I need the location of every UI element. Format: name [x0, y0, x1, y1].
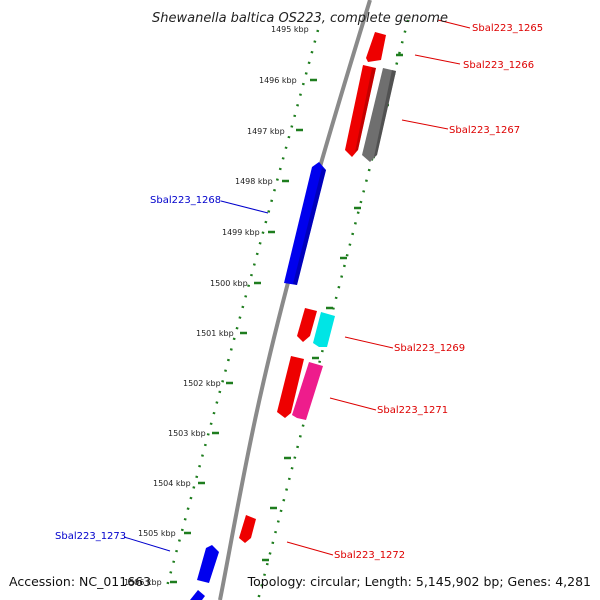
tick-track-inner — [164, 29, 320, 591]
map-title: Shewanella baltica OS223, complete genom… — [152, 11, 448, 26]
gene-label-sbal223-1271[interactable]: Sbal223_1271 — [377, 405, 448, 416]
tick-label-1505: 1505 kbp — [138, 529, 176, 538]
gene-label-sbal223-1273[interactable]: Sbal223_1273 — [55, 531, 126, 542]
gene-label-sbal223-1269[interactable]: Sbal223_1269 — [394, 343, 465, 354]
gene-label-sbal223-1265[interactable]: Sbal223_1265 — [472, 23, 543, 34]
genome-backbone — [218, 0, 372, 600]
gene-bottom-blue[interactable] — [190, 590, 205, 600]
accession-text: Accession: NC_011663 — [9, 574, 151, 589]
tick-label-1499: 1499 kbp — [222, 228, 260, 237]
tick-label-1495: 1495 kbp — [271, 25, 309, 34]
gene-sbal223-1272[interactable] — [239, 515, 256, 543]
tick-label-1506: 1506 kbp — [124, 578, 162, 587]
gene-sbal223-1265[interactable] — [366, 32, 386, 62]
tick-label-1501: 1501 kbp — [196, 329, 234, 338]
gene-sbal223-1266[interactable] — [345, 65, 376, 157]
gene-sbal223-1269-red[interactable] — [297, 308, 317, 342]
gene-label-sbal223-1268[interactable]: Sbal223_1268 — [150, 195, 221, 206]
label-leaders — [123, 19, 471, 556]
tick-label-1503: 1503 kbp — [168, 429, 206, 438]
tick-label-1502: 1502 kbp — [183, 379, 221, 388]
gene-label-sbal223-1272[interactable]: Sbal223_1272 — [334, 550, 405, 561]
topology-info-text: Topology: circular; Length: 5,145,902 bp… — [247, 574, 591, 589]
gene-sbal223-1268[interactable] — [284, 162, 326, 285]
gene-sbal223-1270-red[interactable] — [277, 356, 304, 418]
tick-label-1497: 1497 kbp — [247, 127, 285, 136]
tick-label-1498: 1498 kbp — [235, 177, 273, 186]
tick-label-1496: 1496 kbp — [259, 76, 297, 85]
gene-label-sbal223-1267[interactable]: Sbal223_1267 — [449, 125, 520, 136]
gene-label-sbal223-1266[interactable]: Sbal223_1266 — [463, 60, 534, 71]
gene-sbal223-1273[interactable] — [197, 545, 219, 583]
tick-label-1504: 1504 kbp — [153, 479, 191, 488]
gene-sbal223-1269[interactable] — [313, 312, 335, 347]
gene-sbal223-1267[interactable] — [362, 68, 396, 162]
gene-sbal223-1271[interactable] — [292, 362, 323, 420]
tick-label-1500: 1500 kbp — [210, 279, 248, 288]
